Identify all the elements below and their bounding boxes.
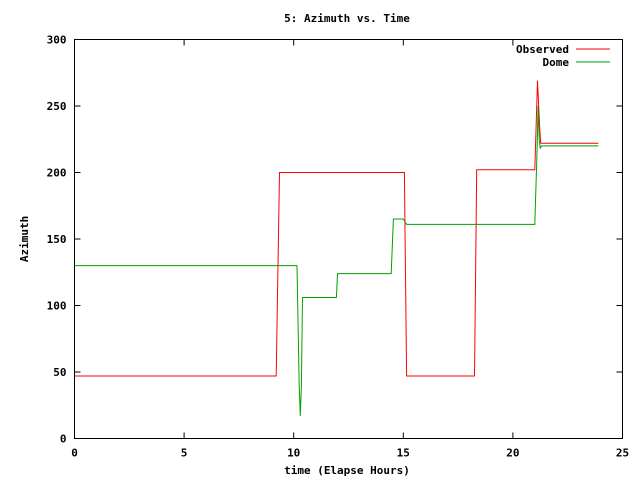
- x-tick-label: 20: [506, 447, 519, 460]
- x-tick-label: 5: [181, 447, 188, 460]
- y-tick-label: 100: [47, 300, 67, 313]
- x-tick-label: 0: [71, 447, 78, 460]
- x-tick-label: 10: [287, 447, 300, 460]
- x-axis-label: time (Elapse Hours): [284, 464, 410, 477]
- series-group: [74, 80, 599, 416]
- series-line-dome: [74, 105, 599, 416]
- y-tick-label: 250: [47, 100, 67, 113]
- y-tick-label: 0: [60, 433, 67, 446]
- y-tick-label: 50: [53, 366, 66, 379]
- legend-label-observed: Observed: [516, 43, 569, 56]
- y-axis-label: Azimuth: [18, 216, 31, 262]
- chart-title: 5: Azimuth vs. Time: [284, 12, 410, 25]
- legend-label-dome: Dome: [543, 56, 570, 69]
- y-tick-label: 150: [47, 233, 67, 246]
- y-tick-label: 200: [47, 167, 67, 180]
- y-tick-label: 300: [47, 34, 67, 47]
- x-tick-label: 25: [616, 447, 629, 460]
- series-line-observed: [74, 80, 599, 377]
- x-tick-label: 15: [397, 447, 410, 460]
- plot-frame: [74, 39, 623, 439]
